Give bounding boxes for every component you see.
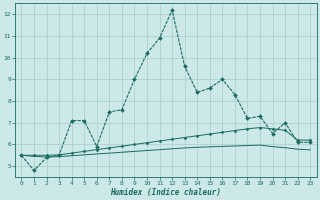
X-axis label: Humidex (Indice chaleur): Humidex (Indice chaleur) xyxy=(110,188,221,197)
